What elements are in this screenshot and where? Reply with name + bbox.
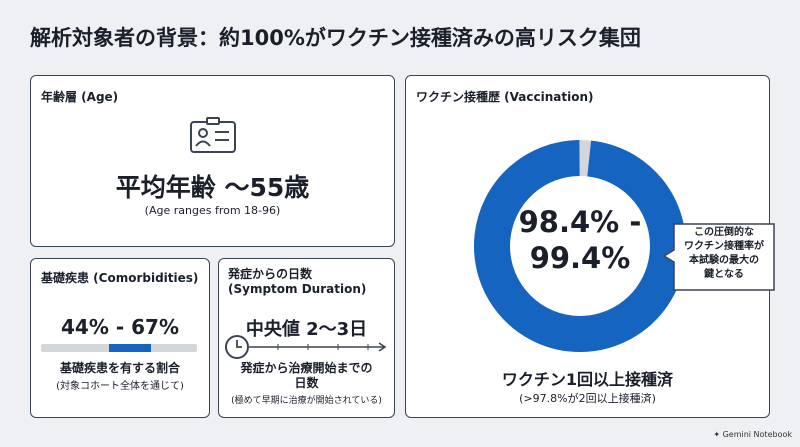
callout-line: この圧倒的な xyxy=(694,227,754,238)
comorbidities-range: 44% - 67% xyxy=(61,315,179,339)
comorbidities-note: (対象コホート全体を通じて) xyxy=(56,381,184,392)
page-title: 解析対象者の背景：約100%がワクチン接種済みの高リスク集団 xyxy=(30,26,641,50)
heading-line: 発症からの日数 xyxy=(228,267,313,281)
symptom-label: 発症から治療開始までの 日数 xyxy=(219,361,394,391)
symptom-main: 中央値 2〜3日 xyxy=(245,319,368,340)
center-line: 98.4% - xyxy=(518,205,642,239)
label-line: 日数 xyxy=(294,376,319,390)
age-main: 平均年齢 〜55歳 xyxy=(115,173,310,202)
footer-text: Gemini Notebook xyxy=(722,430,792,439)
panel-heading: 発症からの日数 (Symptom Duration) xyxy=(228,267,366,297)
age-note: (Age ranges from 18-96) xyxy=(144,204,281,217)
footer: ✦ Gemini Notebook xyxy=(713,430,792,439)
timeline-icon xyxy=(225,335,387,359)
symptom-note: (極めて早期に治療が開始されている) xyxy=(231,396,382,406)
panel-heading: 年齢層 (Age) xyxy=(41,90,119,104)
donut-center: 98.4% - 99.4% xyxy=(470,204,690,276)
symptom-panel: 発症からの日数 (Symptom Duration) 中央値 2〜3日 発症から… xyxy=(218,258,395,418)
callout-line: 本試験の最大の xyxy=(689,255,759,266)
callout-box xyxy=(662,223,775,291)
callout-line: 鍵となる xyxy=(704,269,744,280)
panel-heading: ワクチン接種歴 (Vaccination) xyxy=(416,90,594,104)
callout-text: この圧倒的な ワクチン接種率が 本試験の最大の 鍵となる xyxy=(674,226,774,282)
panel-heading: 基礎疾患 (Comorbidities) xyxy=(41,271,199,285)
heading-line: (Symptom Duration) xyxy=(228,282,367,296)
vaccination-note: (>97.8%が2回以上接種済) xyxy=(519,392,656,405)
comorbidities-panel: 基礎疾患 (Comorbidities) 44% - 67% 基礎疾患を有する割… xyxy=(30,258,210,418)
range-bar xyxy=(41,344,197,352)
label-line: 発症から治療開始までの xyxy=(240,361,373,375)
footer-icon: ✦ xyxy=(713,430,723,439)
age-panel: 年齢層 (Age) 平均年齢 〜55歳 (Age ranges from 18-… xyxy=(30,75,395,247)
comorbidities-label: 基礎疾患を有する割合 xyxy=(59,361,180,375)
center-line: 99.4% xyxy=(529,241,631,275)
id-card-icon xyxy=(190,117,236,153)
vaccination-main: ワクチン1回以上接種済 xyxy=(501,370,674,389)
callout-line: ワクチン接種率が xyxy=(684,241,764,252)
